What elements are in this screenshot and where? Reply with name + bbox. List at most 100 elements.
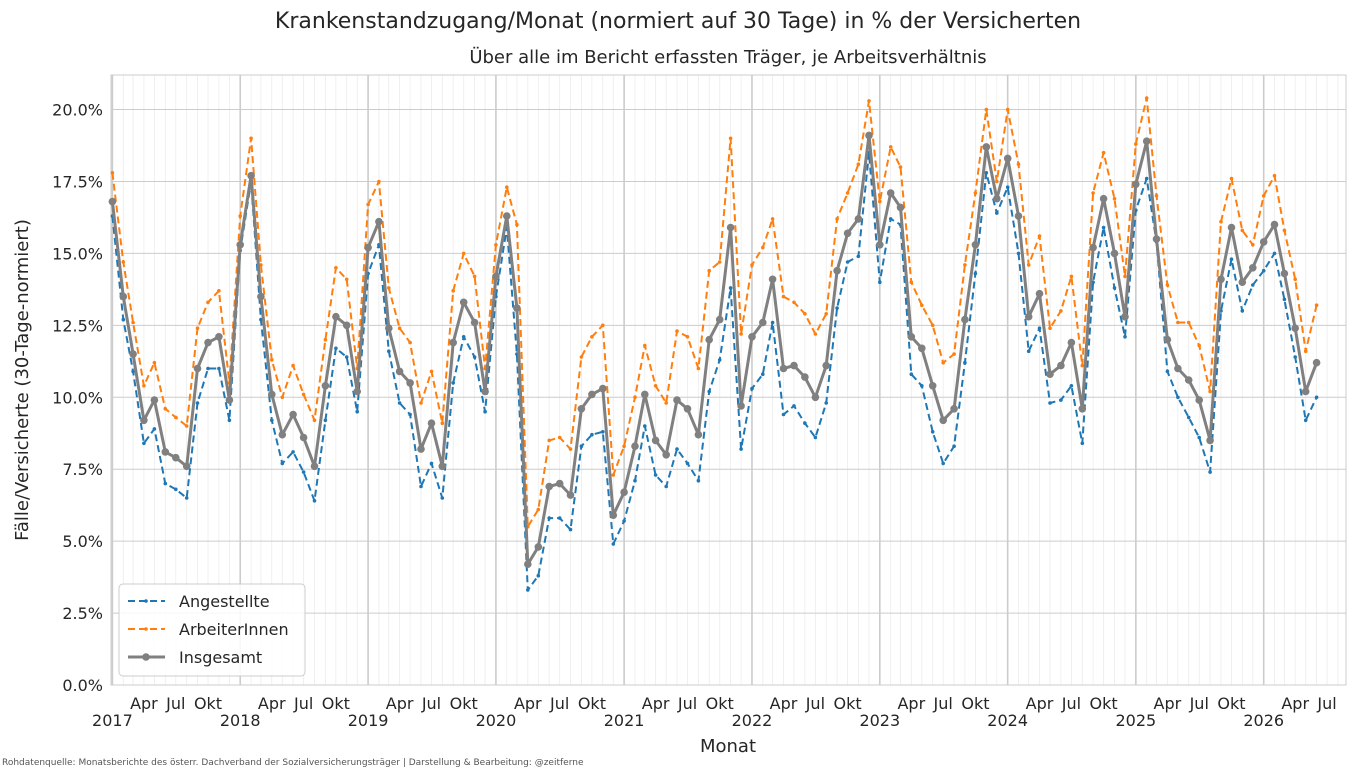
data-point (1016, 251, 1021, 256)
data-point (1251, 243, 1255, 247)
data-point (1280, 269, 1289, 278)
chart-title: Krankenstandzugang/Monat (normiert auf 3… (275, 9, 1081, 34)
data-point (633, 478, 637, 483)
data-point (641, 390, 649, 399)
data-point (952, 444, 956, 449)
data-point (664, 401, 668, 405)
data-point (770, 217, 775, 221)
data-point (247, 171, 255, 180)
data-point (547, 438, 551, 443)
data-point (995, 211, 999, 215)
series-line (111, 97, 1318, 528)
data-point (1134, 142, 1138, 146)
data-point (867, 99, 871, 103)
data-point (406, 379, 414, 387)
x-tick-month: Jul (1189, 694, 1209, 713)
data-point (918, 344, 926, 353)
data-point (599, 384, 607, 393)
data-point (163, 481, 168, 486)
data-point (270, 358, 274, 362)
data-point (1197, 435, 1201, 440)
data-point (377, 179, 381, 184)
data-point (588, 390, 596, 399)
legend-label: Insgesamt (179, 648, 262, 667)
data-point (566, 491, 575, 499)
x-tick-year: 2024 (987, 711, 1028, 730)
data-point (1144, 96, 1149, 100)
data-point (939, 416, 947, 425)
data-point (375, 217, 383, 226)
data-point (653, 473, 658, 477)
data-point (312, 418, 317, 423)
data-point (461, 251, 466, 256)
data-point (195, 326, 200, 331)
data-point (631, 442, 639, 451)
series-insgesamt (108, 131, 1321, 568)
data-point (184, 424, 189, 428)
data-point (675, 329, 679, 333)
data-point (419, 484, 423, 489)
data-point (633, 395, 637, 400)
data-point (397, 326, 402, 331)
data-point (1301, 387, 1310, 396)
data-point (483, 409, 487, 414)
data-point (299, 433, 308, 442)
data-point (920, 303, 924, 308)
data-point (1067, 338, 1076, 347)
x-tick-year: 2025 (1115, 711, 1156, 730)
data-point (280, 461, 285, 466)
data-point (579, 355, 584, 359)
data-point (685, 335, 690, 339)
data-point (163, 407, 168, 411)
data-point (172, 453, 180, 462)
y-tick-label: 20.0% (52, 101, 103, 120)
data-point (781, 412, 786, 417)
data-point (108, 197, 117, 206)
data-point (257, 292, 265, 301)
x-tick-month: Apr (897, 694, 925, 713)
data-point (131, 369, 135, 374)
data-point (555, 479, 564, 488)
data-point (280, 395, 285, 400)
data-point (119, 292, 128, 301)
data-point (289, 410, 297, 419)
data-point (813, 435, 818, 440)
data-point (395, 367, 404, 376)
x-tick-month: Jul (549, 694, 569, 713)
data-point (824, 401, 828, 405)
data-point (961, 315, 969, 324)
data-point (909, 372, 914, 377)
data-point (249, 136, 253, 141)
data-point (417, 445, 425, 453)
data-point (429, 461, 434, 466)
source-note: Rohdatenquelle: Monatsberichte des öster… (2, 758, 584, 768)
data-point (1240, 228, 1245, 233)
data-point (768, 275, 777, 284)
data-point (728, 136, 733, 141)
data-point (121, 317, 126, 322)
data-point (1123, 335, 1127, 339)
data-point (1259, 238, 1268, 246)
data-point (174, 415, 178, 420)
data-point (886, 189, 895, 197)
data-point (131, 320, 135, 325)
data-point (909, 280, 914, 285)
y-axis-ticks: 0.0% 2.5% 5.0% 7.5% 10.0% 12.5% 15.0% 17.5% 20.0… (52, 101, 103, 695)
x-tick-month: Okt (961, 694, 989, 713)
data-point (770, 320, 775, 325)
data-point (835, 217, 839, 221)
data-point (1080, 441, 1085, 446)
x-axis-ticks: 2017 2018 2019 2020 2021 2022 2023 2024 2025 2026… (92, 694, 1337, 730)
data-point (259, 317, 263, 322)
data-point (1165, 369, 1170, 374)
data-point (941, 360, 945, 365)
data-point (215, 333, 223, 341)
data-point (694, 430, 703, 439)
data-point (973, 271, 978, 276)
x-tick-year: 2019 (348, 711, 389, 730)
data-point (121, 260, 126, 264)
data-point (1101, 150, 1106, 155)
data-point (824, 312, 828, 316)
data-point (1227, 223, 1236, 232)
data-point (193, 364, 202, 373)
